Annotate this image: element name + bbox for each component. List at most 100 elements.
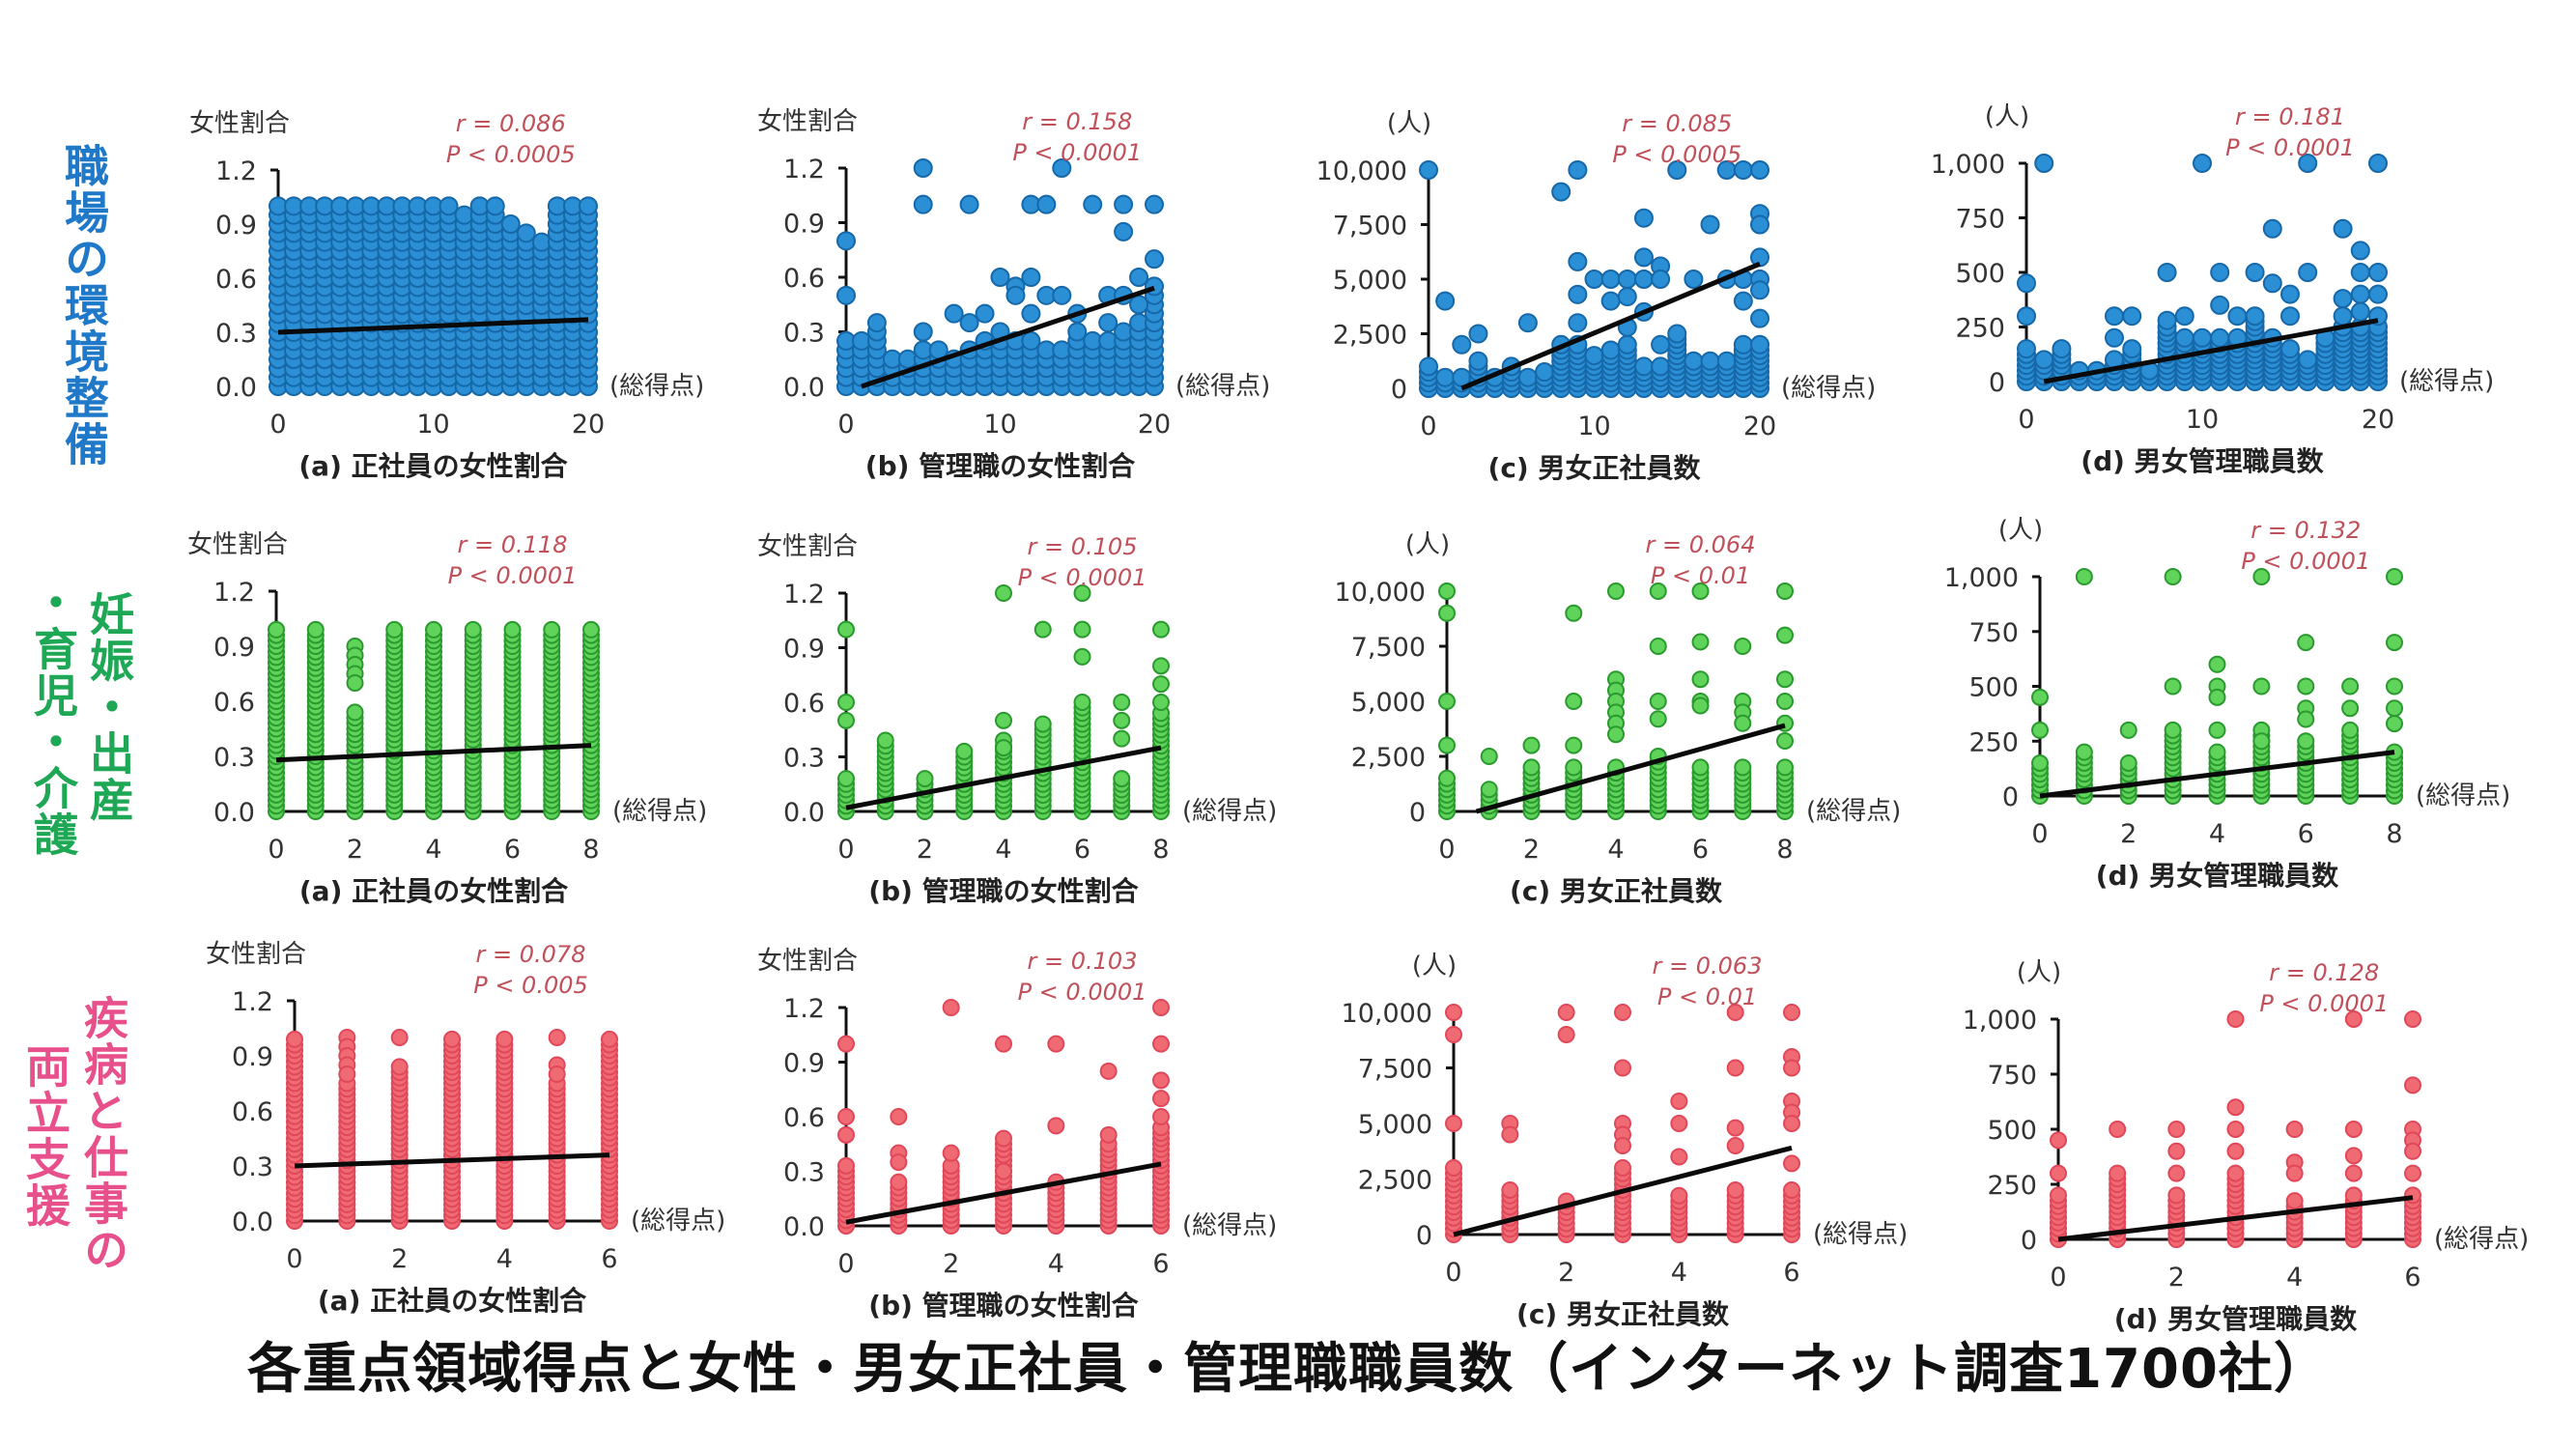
data-point	[346, 674, 364, 692]
data-point	[2368, 154, 2388, 173]
data-point	[995, 1162, 1012, 1180]
data-point	[268, 620, 285, 639]
data-point	[1726, 1004, 1744, 1021]
data-point	[1726, 1181, 1744, 1199]
data-point	[2075, 743, 2093, 761]
data-point	[2164, 677, 2182, 696]
data-point	[2262, 273, 2282, 294]
data-point	[2031, 688, 2049, 706]
data-point	[837, 694, 855, 711]
y-axis-label: (人)	[1985, 102, 2029, 131]
y-tick-label: 0.3	[783, 319, 825, 349]
data-point	[2350, 263, 2370, 282]
x-tick-label: 2	[1523, 835, 1540, 865]
y-tick-label: 0.6	[783, 1103, 825, 1133]
y-tick-label: 5,000	[1333, 266, 1407, 296]
y-tick-label: 0	[1416, 1221, 1432, 1251]
data-point	[1435, 291, 1456, 311]
data-point	[1435, 367, 1456, 387]
y-tick-label: 0.0	[783, 1212, 825, 1242]
x-tick-label: 0	[837, 410, 854, 440]
data-point	[1670, 1186, 1688, 1205]
data-point	[346, 703, 364, 722]
x-tick-label: 2	[2168, 1263, 2185, 1293]
y-tick-label: 250	[1987, 1171, 2037, 1201]
data-point	[385, 620, 404, 639]
x-tick-label: 6	[601, 1244, 617, 1274]
data-point	[2226, 1098, 2245, 1117]
y-tick-label: 250	[1955, 314, 2005, 344]
panel-title: (c) 男女正社員数	[1488, 452, 1702, 484]
data-point	[2193, 327, 2212, 348]
x-tick-label: 2	[1558, 1258, 1574, 1288]
x-tick-label: 0	[837, 835, 854, 865]
data-point	[2193, 154, 2212, 173]
y-tick-label: 0.6	[215, 265, 257, 295]
data-point	[1649, 710, 1667, 728]
data-point	[2208, 721, 2226, 739]
data-point	[837, 711, 855, 729]
data-point	[959, 313, 979, 333]
data-point	[1600, 291, 1621, 311]
data-point	[1419, 356, 1438, 377]
correlation-r: r = 0.103	[1028, 948, 1138, 975]
y-tick-label: 0	[2021, 1226, 2037, 1256]
data-point	[338, 1065, 356, 1083]
panel-r2b: 0.0 0.3 0.6 0.9 1.2 0 2 4 6 8 女性割合 (総得点) r = 0.105 P …	[757, 532, 1277, 907]
data-point	[1021, 303, 1041, 324]
regression-line	[2043, 318, 2379, 384]
data-point	[944, 303, 964, 324]
data-point	[2208, 743, 2226, 761]
x-tick-label: 4	[1607, 835, 1624, 865]
data-point	[1783, 1004, 1800, 1021]
data-point	[955, 742, 974, 760]
x-axis-label: (総得点)	[2399, 367, 2494, 396]
correlation-r: r = 0.063	[1653, 952, 1763, 980]
data-point	[1152, 999, 1170, 1016]
data-point	[2034, 154, 2054, 173]
y-axis-label: 女性割合	[206, 940, 306, 969]
data-point	[2017, 306, 2036, 327]
panel-r2d: 0 250 500 750 1,000 0 2 4 6 8 (人) (総得点) r = 0.132 P <…	[1944, 516, 2511, 892]
data-point	[2280, 284, 2300, 304]
y-tick-label: 2,500	[1333, 321, 1407, 351]
y-tick-label: 0.6	[232, 1097, 273, 1127]
panel-title: (c) 男女正社員数	[1510, 875, 1723, 907]
data-point	[2368, 263, 2388, 282]
data-point	[1073, 647, 1091, 666]
y-tick-label: 2,500	[1358, 1166, 1432, 1196]
data-point	[1047, 1035, 1065, 1053]
x-axis-label: (総得点)	[631, 1207, 725, 1236]
data-point	[1600, 270, 1621, 289]
data-point	[1750, 334, 1769, 355]
data-point	[2075, 568, 2093, 585]
data-point	[1691, 758, 1710, 777]
data-point	[1501, 1181, 1519, 1199]
data-point	[1568, 251, 1588, 271]
data-point	[1565, 736, 1583, 754]
x-tick-label: 8	[1152, 835, 1169, 865]
data-point	[1691, 670, 1710, 689]
data-point	[1419, 160, 1438, 180]
data-point	[1783, 1181, 1800, 1199]
data-point	[1557, 1004, 1575, 1021]
data-point	[1667, 324, 1687, 344]
data-point	[2226, 1164, 2245, 1182]
data-point	[2386, 568, 2403, 585]
data-point	[1113, 694, 1131, 711]
x-tick-label: 2	[391, 1244, 408, 1274]
panel-r3a: 0.0 0.3 0.6 0.9 1.2 0 2 4 6 女性割合 (総得点) r = 0.078 P <…	[206, 940, 725, 1317]
correlation-r: r = 0.085	[1622, 110, 1732, 137]
data-point	[995, 739, 1012, 757]
data-point	[916, 770, 934, 788]
data-point	[1098, 313, 1118, 333]
data-point	[1633, 208, 1654, 228]
x-tick-label: 4	[496, 1244, 513, 1274]
data-point	[2344, 1186, 2363, 1205]
data-point	[1568, 284, 1588, 304]
x-axis-label: (総得点)	[1182, 1211, 1277, 1240]
correlation-r: r = 0.086	[456, 110, 566, 137]
x-tick-label: 10	[1577, 412, 1610, 441]
data-point	[1113, 770, 1131, 788]
